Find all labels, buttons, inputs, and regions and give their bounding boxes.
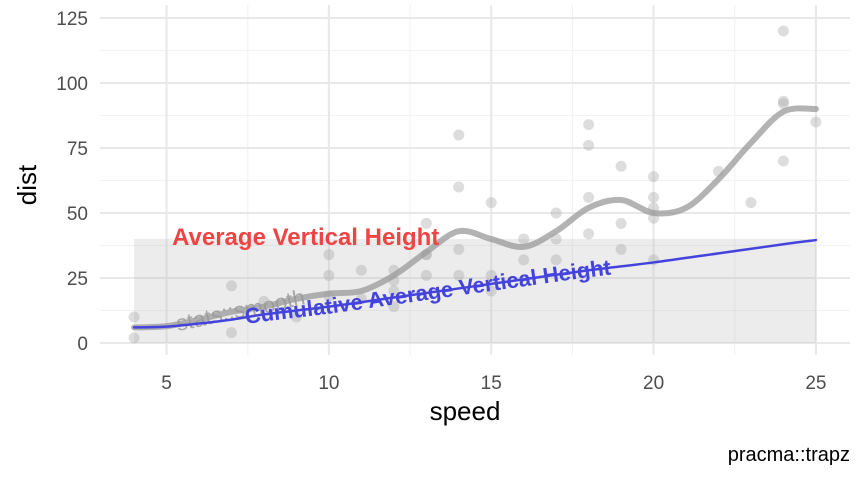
point	[485, 285, 497, 297]
caption: pracma::trapz	[728, 444, 850, 466]
average-label: Average Vertical Height	[172, 224, 439, 251]
series-line	[132, 238, 818, 329]
point	[453, 243, 465, 255]
point	[810, 116, 822, 128]
x-tick-label: 5	[161, 373, 172, 394]
point	[615, 160, 627, 172]
point	[518, 233, 530, 245]
y-tick-label: 50	[67, 204, 88, 225]
point	[355, 264, 367, 276]
point	[777, 98, 789, 110]
point	[745, 197, 757, 209]
point	[420, 269, 432, 281]
grid	[100, 5, 850, 355]
point	[648, 171, 660, 183]
x-tick-label: 25	[805, 373, 826, 394]
point	[128, 311, 140, 323]
point	[583, 119, 595, 131]
point	[290, 311, 302, 323]
y-tick-label: 75	[67, 139, 88, 160]
y-tick-label: 0	[77, 334, 88, 355]
x-axis-label: speed	[430, 396, 501, 426]
y-axis-label: dist	[12, 164, 42, 205]
point	[485, 197, 497, 209]
point	[453, 129, 465, 141]
point	[615, 243, 627, 255]
point	[388, 285, 400, 297]
point	[485, 269, 497, 281]
point	[323, 269, 335, 281]
point	[323, 249, 335, 261]
point	[583, 228, 595, 240]
point	[420, 217, 432, 229]
point	[777, 25, 789, 37]
point	[648, 191, 660, 203]
point	[128, 332, 140, 344]
x-tick-label: 20	[643, 373, 664, 394]
y-tick-label: 100	[56, 74, 88, 95]
point	[453, 181, 465, 193]
series-line	[131, 105, 819, 331]
point	[225, 280, 237, 292]
y-tick-label: 125	[56, 9, 88, 30]
point	[550, 207, 562, 219]
point	[615, 217, 627, 229]
point	[388, 301, 400, 313]
point	[225, 327, 237, 339]
x-tick-label: 15	[481, 373, 502, 394]
point	[453, 269, 465, 281]
point	[583, 191, 595, 203]
point	[777, 155, 789, 167]
y-tick-label: 25	[67, 269, 88, 290]
point	[777, 95, 789, 107]
point	[518, 254, 530, 266]
point	[550, 254, 562, 266]
x-tick-label: 10	[318, 373, 339, 394]
point	[583, 139, 595, 151]
